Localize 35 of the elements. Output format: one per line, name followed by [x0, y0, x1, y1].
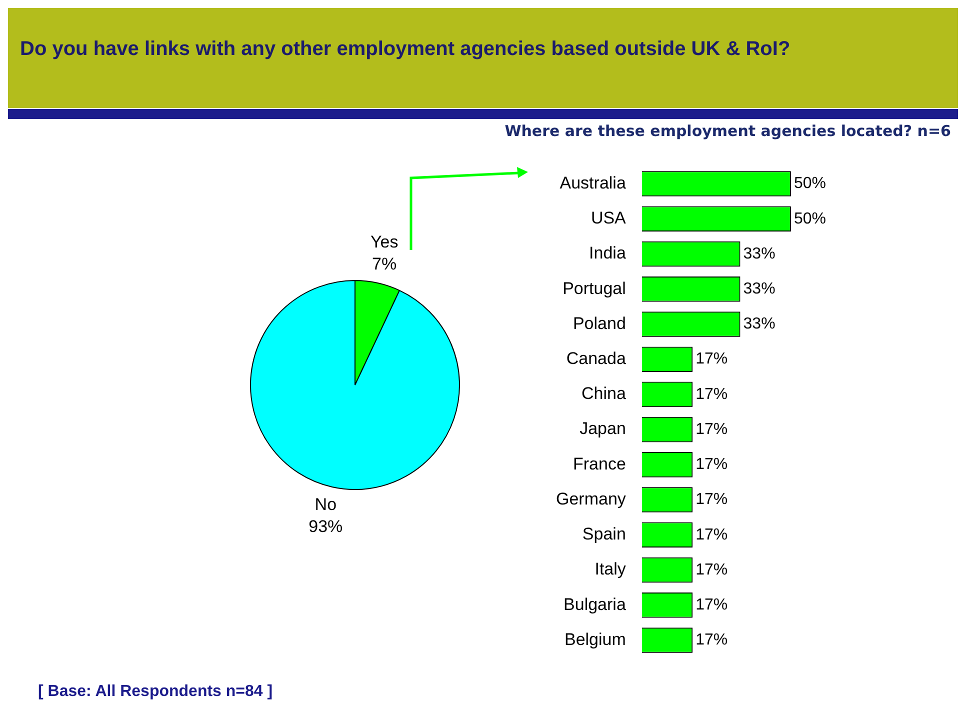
data-label: 17% [696, 420, 728, 438]
data-label: 7% [372, 254, 397, 274]
data-label: 17% [696, 632, 728, 649]
slice-label: No [314, 494, 337, 514]
y-tick-label: Canada [566, 349, 626, 368]
data-label: 17% [696, 350, 728, 368]
y-tick-label: Belgium [564, 630, 626, 649]
text: [ Base: All Respondents n=84 ] [38, 683, 273, 701]
data-label: 50% [794, 210, 826, 228]
data-label: 50% [794, 175, 826, 192]
y-tick-label: Australia [560, 173, 626, 192]
data-label: 17% [696, 561, 728, 578]
y-tick-label: India [589, 244, 626, 263]
y-tick-label: China [581, 384, 626, 404]
data-label: 17% [696, 596, 728, 614]
data-label: 93% [308, 516, 343, 536]
y-tick-label: Poland [572, 314, 626, 333]
chart-title: Where are these employment agencies located? n=6 [504, 122, 951, 140]
y-tick-label: Germany [556, 489, 626, 508]
data-label: 17% [696, 526, 728, 544]
chart-title: Do you have links with any other employment agencies based outside UK & RoI? [20, 38, 790, 61]
data-label: 33% [743, 280, 776, 298]
y-tick-label: USA [590, 208, 627, 228]
data-label: 33% [743, 245, 776, 262]
y-tick-label: Spain [582, 524, 626, 544]
y-tick-label: France [572, 454, 626, 474]
y-tick-label: Italy [594, 560, 626, 579]
data-label: 17% [696, 491, 728, 508]
y-tick-label: Portugal [562, 278, 626, 298]
slice-label: Yes [370, 232, 398, 252]
data-label: 17% [696, 456, 728, 474]
y-tick-label: Bulgaria [564, 594, 626, 614]
data-label: 17% [696, 386, 728, 403]
y-tick-label: Japan [580, 419, 626, 438]
data-label: 33% [743, 316, 776, 333]
